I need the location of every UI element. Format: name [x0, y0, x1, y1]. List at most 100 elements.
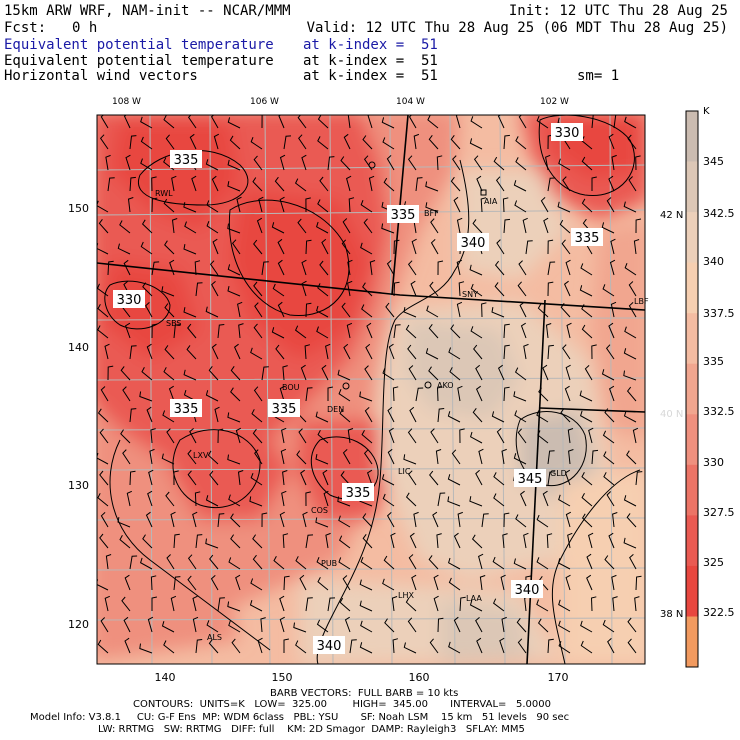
wind-barb	[205, 306, 219, 318]
svg-text:330: 330	[555, 126, 580, 141]
wind-barb	[469, 599, 483, 612]
wind-barb	[540, 197, 549, 213]
wind-barb	[361, 429, 373, 444]
wind-barb	[228, 494, 241, 507]
wind-barb	[558, 620, 571, 633]
wind-barb	[381, 223, 395, 234]
wind-barb	[161, 286, 175, 297]
wind-barb	[283, 575, 290, 591]
wind-barb	[105, 554, 112, 570]
wind-barb	[628, 176, 637, 192]
wind-barb	[119, 534, 131, 549]
wind-barb	[251, 409, 263, 423]
wind-barb	[408, 115, 417, 129]
wind-barb	[448, 557, 461, 570]
contour-label: 340	[457, 233, 489, 251]
wind-barb	[496, 428, 505, 444]
wind-barb	[493, 493, 505, 507]
wind-barb	[611, 154, 617, 171]
wind-barb	[282, 470, 288, 486]
wind-barb	[146, 406, 153, 423]
wind-barb	[171, 175, 177, 192]
contour-legend: CONTOURS: UNITS=K LOW= 325.00 HIGH= 345.…	[133, 699, 551, 710]
wind-barb	[409, 532, 417, 549]
wind-barb	[581, 198, 593, 213]
wind-barb	[481, 513, 489, 528]
wind-barb	[433, 574, 439, 591]
wind-barb	[608, 385, 615, 402]
wind-barb	[562, 176, 571, 192]
city-label: RWL	[155, 189, 173, 198]
wind-barb	[209, 470, 219, 486]
colorbar-swatch	[686, 515, 698, 567]
contour-label: 335	[268, 399, 300, 417]
wind-barb	[408, 470, 417, 486]
wind-barb	[147, 490, 153, 507]
wind-barb	[382, 493, 395, 507]
wind-barb	[124, 637, 131, 654]
wind-barb	[568, 449, 574, 465]
wind-barb	[149, 448, 155, 465]
wind-barb	[252, 534, 263, 549]
wind-barb	[475, 364, 483, 381]
wind-barb	[164, 303, 175, 318]
wind-barb	[547, 638, 554, 654]
wind-barb	[279, 154, 286, 171]
wind-barb	[603, 472, 615, 486]
wind-barb	[305, 197, 311, 213]
wind-barb	[192, 616, 199, 633]
wind-barb	[261, 261, 269, 276]
x-tick-label: 140	[155, 671, 176, 684]
wind-barb	[187, 554, 197, 570]
city-label: COS	[311, 506, 328, 515]
wind-barb	[107, 177, 115, 192]
wind-barb	[591, 344, 597, 360]
wind-barb	[448, 347, 461, 360]
wind-barb	[217, 324, 225, 339]
wind-barb	[623, 348, 637, 360]
wind-barb	[581, 472, 593, 486]
wind-barb	[300, 364, 307, 381]
wind-barb	[122, 449, 131, 465]
wind-barb	[205, 538, 219, 549]
wind-barb	[381, 117, 395, 129]
wind-barb	[100, 115, 109, 129]
wind-barb	[213, 133, 220, 150]
wind-barb	[361, 304, 373, 318]
colorbar-label: 337.5	[703, 307, 735, 320]
wind-barb	[387, 448, 395, 465]
wind-barb	[493, 472, 505, 486]
wind-barb	[605, 344, 615, 360]
wind-barb	[459, 428, 465, 444]
wind-barb	[366, 322, 373, 339]
wind-barb	[513, 180, 527, 192]
wind-barb	[183, 202, 197, 213]
wind-barb	[207, 450, 219, 465]
lon-label: 104 W	[396, 97, 425, 107]
wind-barb	[211, 175, 219, 192]
wind-barb	[252, 177, 263, 192]
wind-barb	[623, 537, 637, 549]
colorbar-label: 325	[703, 556, 724, 569]
wind-barb	[503, 323, 510, 339]
wind-barb	[503, 386, 510, 402]
wind-barb	[537, 303, 549, 318]
wind-barb	[341, 239, 351, 255]
wind-barb	[173, 533, 180, 549]
wind-barb	[383, 555, 395, 570]
wind-barb	[205, 159, 219, 171]
wind-barb	[293, 622, 307, 633]
wind-barb	[449, 367, 461, 381]
wind-barb	[322, 469, 329, 486]
wind-barb	[388, 427, 395, 444]
wind-barb	[606, 197, 615, 213]
wind-barb	[260, 617, 266, 633]
wind-barb	[140, 241, 153, 255]
wind-barb	[453, 196, 461, 213]
wind-barb	[411, 574, 417, 591]
wind-barb	[300, 469, 307, 486]
wind-barb	[205, 495, 219, 507]
wind-barb	[342, 449, 351, 465]
wind-barb	[211, 281, 219, 297]
wind-barb	[469, 264, 483, 276]
